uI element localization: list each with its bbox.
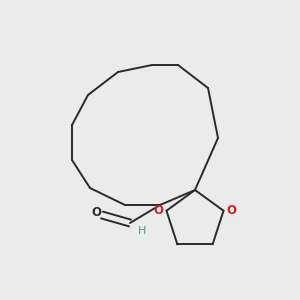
Text: O: O: [226, 204, 236, 217]
Text: O: O: [154, 204, 164, 217]
Text: H: H: [138, 226, 146, 236]
Text: O: O: [91, 206, 101, 220]
